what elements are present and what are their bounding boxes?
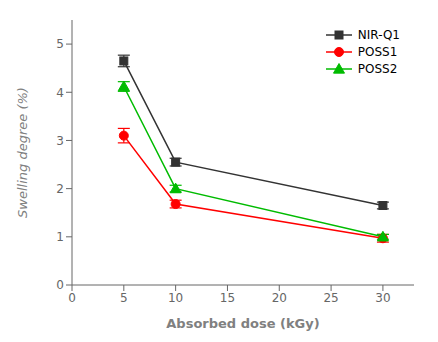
svg-text:20: 20 [272,291,287,305]
svg-text:5: 5 [56,37,64,51]
svg-text:30: 30 [375,291,390,305]
svg-text:3: 3 [56,134,64,148]
svg-text:25: 25 [323,291,338,305]
svg-text:1: 1 [56,230,64,244]
svg-text:5: 5 [120,291,128,305]
html-text:POSS2: POSS2 [357,62,398,76]
svg-text:0: 0 [68,291,76,305]
svg-text:2: 2 [56,182,64,196]
svg-text:4: 4 [56,86,64,100]
svg-text:10: 10 [168,291,183,305]
svg-text:Swelling degree (%): Swelling degree (%) [15,87,30,218]
svg-text:Absorbed dose (kGy): Absorbed dose (kGy) [166,316,319,331]
html-text:NIR-Q1: NIR-Q1 [357,28,400,42]
html-text:POSS1: POSS1 [357,45,398,59]
svg-text:15: 15 [220,291,235,305]
svg-text:0: 0 [56,278,64,292]
